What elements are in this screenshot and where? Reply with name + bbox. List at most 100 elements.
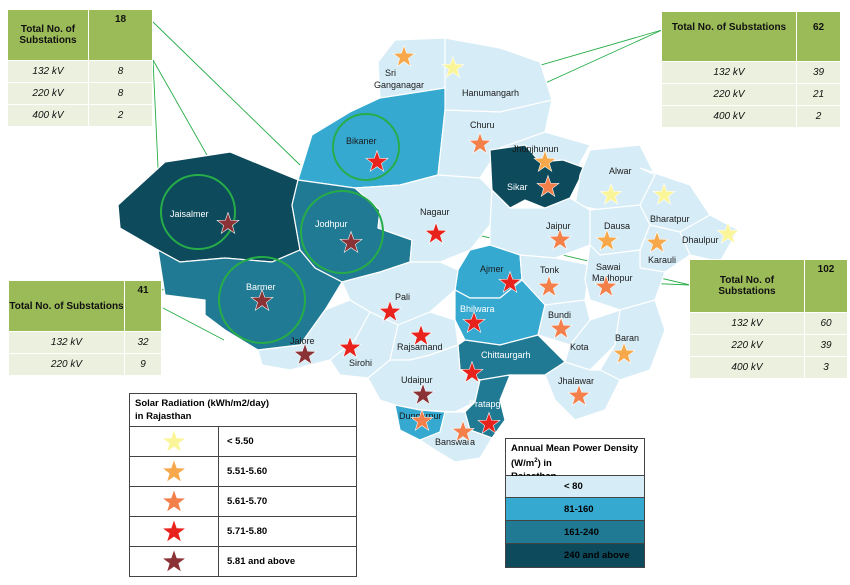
legend-label: 5.81 and above <box>227 556 296 567</box>
legend-row: < 80 <box>506 476 644 498</box>
table-total: 62 <box>796 11 841 62</box>
table-row: 132 kV 39 <box>661 61 841 84</box>
table-row: 132 kV 32 <box>8 331 162 354</box>
voltage-label: 400 kV <box>689 356 805 379</box>
circle-barmer <box>218 256 306 344</box>
legend-label: 81-160 <box>564 503 594 515</box>
label-karauli: Karauli <box>648 255 676 265</box>
label-barmer: Barmer <box>246 282 276 292</box>
label-sawai: Sawai <box>596 262 621 272</box>
table-row: 132 kV 8 <box>7 60 153 83</box>
label-pratapgarh: Pratapgarh <box>469 399 514 409</box>
legend-row: 161-240 <box>506 521 644 544</box>
circle-bikaner <box>332 113 400 181</box>
swatch-81-160: 81-160 <box>506 498 644 520</box>
label-kota: Kota <box>570 342 589 352</box>
voltage-label: 220 kV <box>7 82 89 105</box>
voltage-label: 220 kV <box>689 334 805 357</box>
table-title: Total No. of Substations <box>689 259 805 313</box>
label-ganganagar: Ganganagar <box>374 80 424 90</box>
voltage-count: 60 <box>804 312 848 335</box>
legend-label: 5.51-5.60 <box>227 466 268 477</box>
voltage-count: 32 <box>124 331 162 354</box>
table-row: 400 kV 2 <box>661 105 841 128</box>
table-row: 132 kV 60 <box>689 312 848 335</box>
table-title: Total No. of Substations <box>7 9 89 61</box>
label-dhaulpur: Dhaulpur <box>682 235 719 245</box>
label-dausa: Dausa <box>604 221 630 231</box>
voltage-label: 220 kV <box>661 83 797 106</box>
star-icon <box>163 520 185 541</box>
voltage-label: 400 kV <box>661 105 797 128</box>
legend-label: 161-240 <box>564 526 599 538</box>
legend-title: Annual Mean Power Density (W/m2) in Raja… <box>506 439 644 482</box>
label-hanumangarh: Hanumangarh <box>462 88 519 98</box>
voltage-label: 132 kV <box>7 60 89 83</box>
label-bikaner: Bikaner <box>346 136 377 146</box>
voltage-label: 132 kV <box>8 331 125 354</box>
region-banswara <box>418 411 493 463</box>
region-jhalawar <box>544 361 621 421</box>
voltage-label: 132 kV <box>689 312 805 335</box>
label-ajmer: Ajmer <box>480 264 504 274</box>
substation-table-southwest: Total No. of Substations 41 132 kV 32 22… <box>8 280 162 376</box>
voltage-label: 132 kV <box>661 61 797 84</box>
legend-label: 5.71-5.80 <box>227 526 268 537</box>
circle-jodhpur <box>300 190 384 274</box>
label-sri: Sri <box>385 68 396 78</box>
label-jaipur: Jaipur <box>546 221 571 231</box>
label-alwar: Alwar <box>609 166 632 176</box>
circle-jaisalmer <box>160 174 236 250</box>
table-row: 220 kV 9 <box>8 353 162 376</box>
label-churu: Churu <box>470 120 495 130</box>
label-tonk: Tonk <box>540 265 560 275</box>
label-baran: Baran <box>615 333 639 343</box>
label-nagaur: Nagaur <box>420 207 450 217</box>
label-bundi: Bundi <box>548 310 571 320</box>
label-sikar: Sikar <box>507 182 528 192</box>
table-row: 220 kV 8 <box>7 82 153 105</box>
label-bharatpur: Bharatpur <box>650 214 690 224</box>
label-chittaurgarh: Chittaurgarh <box>481 350 531 360</box>
voltage-label: 220 kV <box>8 353 125 376</box>
label-jhunjhunun: Jhunjhunun <box>512 144 559 154</box>
voltage-count: 8 <box>88 82 153 105</box>
label-jalore: Jalore <box>290 336 315 346</box>
legend-row: 240 and above <box>506 544 644 567</box>
voltage-count: 2 <box>88 104 153 127</box>
substation-table-northeast: Total No. of Substations 62 132 kV 39 22… <box>661 11 841 128</box>
table-total: 41 <box>124 280 162 332</box>
swatch-240-above: 240 and above <box>506 544 644 567</box>
voltage-count: 21 <box>796 83 841 106</box>
substation-table-northwest: Total No. of Substations 18 132 kV 8 220… <box>7 9 153 127</box>
table-row: 400 kV 3 <box>689 356 848 379</box>
voltage-count: 39 <box>796 61 841 84</box>
legend-row: 5.81 and above <box>130 547 356 576</box>
legend-row: 5.51-5.60 <box>130 457 356 487</box>
legend-label: 240 and above <box>564 550 630 561</box>
label-jodhpur: Jodhpur <box>315 219 348 229</box>
label-pali: Pali <box>395 292 410 302</box>
substation-table-east: Total No. of Substations 102 132 kV 60 2… <box>689 259 848 379</box>
region-jaisalmer <box>117 151 301 263</box>
voltage-count: 3 <box>804 356 848 379</box>
label-jhalawar: Jhalawar <box>558 376 594 386</box>
solar-radiation-legend: Solar Radiation (kWh/m2/day) in Rajastha… <box>129 393 357 577</box>
star-icon <box>163 550 185 571</box>
star-icon <box>163 460 185 481</box>
label-jaisalmer: Jaisalmer <box>170 209 209 219</box>
table-row: 220 kV 21 <box>661 83 841 106</box>
label-rajsamand: Rajsamand <box>397 342 443 352</box>
table-title: Total No. of Substations <box>661 11 797 62</box>
voltage-count: 2 <box>796 105 841 128</box>
label-bhilwara: Bhilwara <box>460 304 495 314</box>
voltage-label: 400 kV <box>7 104 89 127</box>
highlight-circles <box>160 113 400 344</box>
voltage-count: 8 <box>88 60 153 83</box>
legend-row: 5.71-5.80 <box>130 517 356 547</box>
label-sirohi: Sirohi <box>349 358 372 368</box>
voltage-count: 39 <box>804 334 848 357</box>
swatch-161-240: 161-240 <box>506 521 644 543</box>
region-hanumangarh <box>444 37 553 113</box>
label-madhopur: Madhopur <box>592 273 633 283</box>
